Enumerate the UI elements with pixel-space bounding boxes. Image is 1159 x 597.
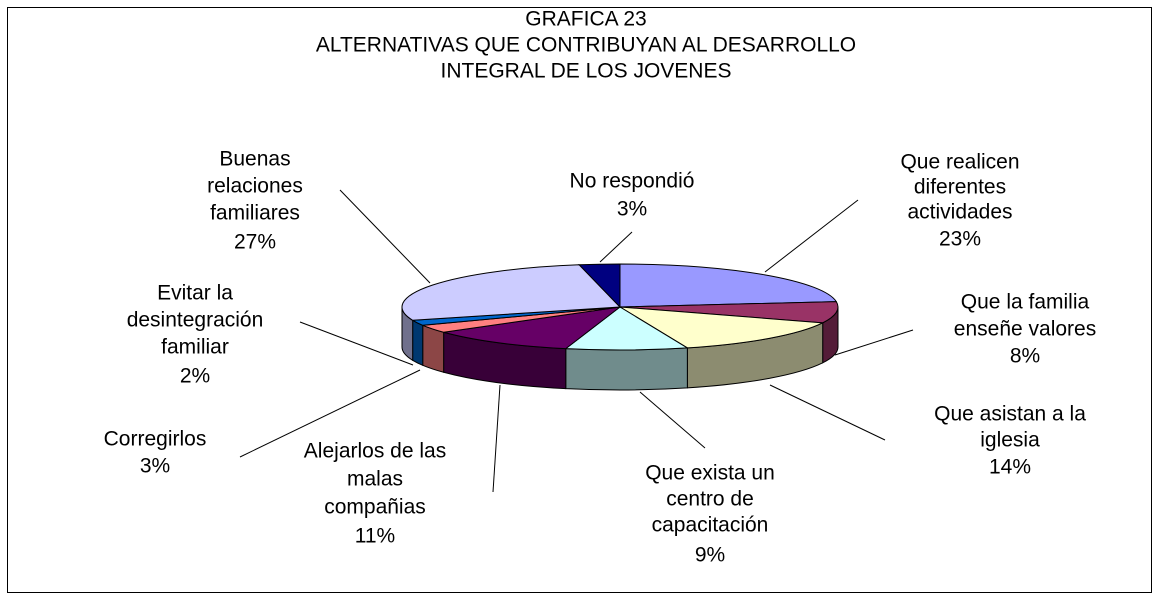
slice [578, 263, 621, 309]
leader-line [339, 189, 431, 284]
chart-title: ALTERNATIVAS QUE CONTRIBUYAN AL DESARROL… [316, 34, 856, 57]
leader-line [299, 321, 414, 366]
slice-value-label: 3% [140, 455, 170, 478]
leader-line [769, 384, 886, 441]
slice [401, 264, 622, 321]
slice-label: malas [347, 468, 403, 491]
slice-label: Evitar la [157, 282, 233, 305]
slice [443, 306, 622, 350]
slice-value-label: 9% [695, 544, 725, 567]
slice-value-label: 2% [180, 365, 210, 388]
slice-value-label: 3% [617, 198, 647, 221]
slice-label: relaciones [207, 175, 303, 198]
slice-label: Que la familia [961, 291, 1090, 314]
slice [564, 306, 689, 351]
slice [619, 263, 838, 308]
slice-label: capacitación [652, 514, 769, 537]
slice-label: Buenas [219, 148, 290, 171]
slice-label: Alejarlos de las [304, 440, 446, 463]
leader-line [834, 329, 914, 356]
slice-value-label: 11% [355, 525, 395, 548]
slice-label: compañias [324, 496, 426, 519]
slice-label: desintegración [127, 309, 264, 332]
slice-label: centro de [666, 488, 754, 511]
slice-side [565, 347, 688, 391]
chart-title: INTEGRAL DE LOS JOVENES [441, 60, 732, 83]
leader-line [764, 199, 859, 273]
slice-value-label: 27% [234, 231, 276, 254]
slice-value-label: 8% [1010, 345, 1040, 368]
slice-label: familiares [210, 202, 300, 225]
slice-label: Corregirlos [104, 428, 207, 451]
slice-value-label: 14% [989, 456, 1031, 479]
leader-line [639, 391, 706, 449]
leader-line [492, 384, 501, 493]
slice-value-label: 23% [939, 228, 981, 251]
slice-side [422, 324, 445, 373]
leader-line [599, 231, 633, 263]
chart-title: GRAFICA 23 [525, 8, 646, 31]
slice-label: enseñe valores [954, 318, 1096, 341]
slice-label: diferentes [914, 176, 1006, 199]
slice-label: Que asistan a la [934, 403, 1086, 426]
leader-line [239, 369, 421, 458]
slice-label: actividades [907, 201, 1012, 224]
slice-label: Que realicen [900, 151, 1019, 174]
slice-label: No respondió [570, 170, 695, 193]
slice-label: iglesia [980, 429, 1040, 452]
slice-label: familiar [161, 336, 229, 359]
slice-side [412, 319, 424, 367]
slice-label: Que exista un [645, 462, 775, 485]
